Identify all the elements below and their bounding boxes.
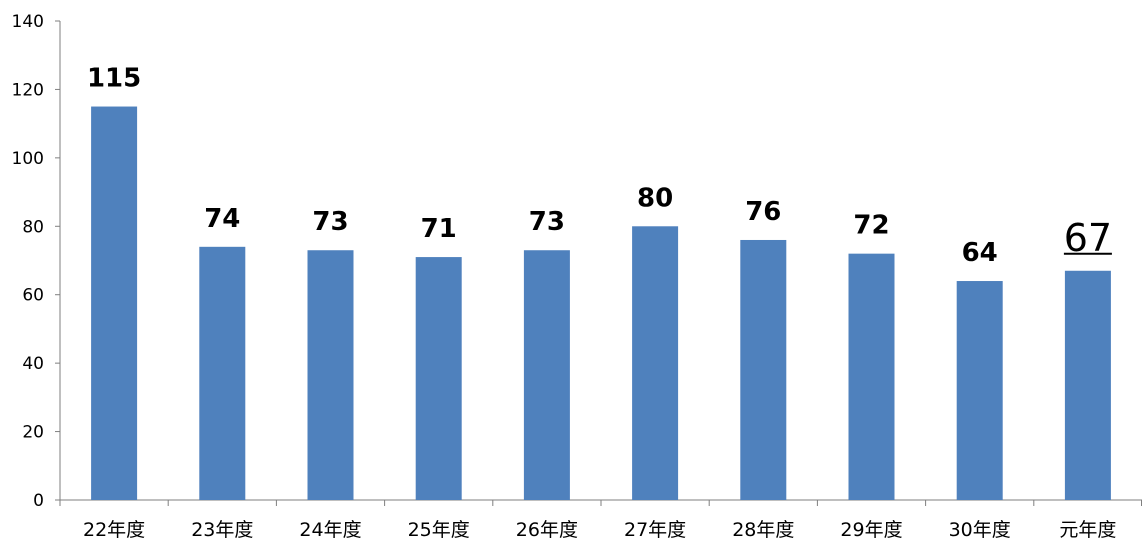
x-tick-label: 23年度 <box>191 519 253 541</box>
y-tick-label: 20 <box>22 423 44 443</box>
y-tick-label: 40 <box>22 354 44 374</box>
bar <box>632 226 679 501</box>
data-label: 72 <box>853 211 889 241</box>
data-label-emphasized: 67 <box>1064 216 1112 260</box>
bar <box>523 250 570 500</box>
y-tick-label: 0 <box>33 491 44 511</box>
x-tick-label: 22年度 <box>83 519 145 541</box>
x-tick-label: 元年度 <box>1059 519 1116 541</box>
x-tick-label: 30年度 <box>949 519 1011 541</box>
bar <box>199 246 246 500</box>
x-tick-label: 26年度 <box>516 519 578 541</box>
x-tick-label: 25年度 <box>408 519 470 541</box>
x-tick-label: 28年度 <box>732 519 794 541</box>
bar <box>956 281 1003 500</box>
data-label: 74 <box>204 204 240 234</box>
bar <box>91 106 138 501</box>
y-tick-label: 140 <box>12 12 44 32</box>
x-axis: 22年度 23年度 24年度 25年度 26年度 27年度 28年度 29年度 30年度 元年度 <box>59 499 1142 541</box>
bar <box>415 257 462 500</box>
data-label: 71 <box>421 214 457 244</box>
y-axis: 0 20 40 60 80 100 120 140 <box>12 12 61 511</box>
data-label: 73 <box>312 207 348 237</box>
data-label: 80 <box>637 183 673 213</box>
data-label: 64 <box>962 238 998 268</box>
y-tick-label: 120 <box>12 80 44 100</box>
y-tick-label: 100 <box>12 149 44 169</box>
bar <box>1064 270 1111 500</box>
x-tick-label: 29年度 <box>840 519 902 541</box>
data-label: 76 <box>745 197 781 227</box>
bars <box>91 106 1111 501</box>
bar <box>307 250 354 500</box>
y-tick-label: 60 <box>22 286 44 306</box>
y-tick-label: 80 <box>22 217 44 237</box>
x-tick-label: 27年度 <box>624 519 686 541</box>
data-label: 115 <box>87 64 141 94</box>
bar <box>848 253 895 500</box>
data-label: 73 <box>529 207 565 237</box>
x-tick-label: 24年度 <box>299 519 361 541</box>
bar <box>740 239 787 500</box>
data-labels: 115 74 73 71 73 80 76 72 64 67 <box>87 64 1112 268</box>
